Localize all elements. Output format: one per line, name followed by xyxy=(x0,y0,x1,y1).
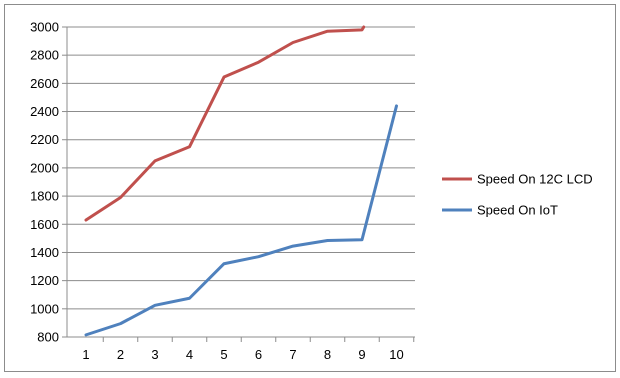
y-tick-label: 2600 xyxy=(30,76,59,91)
x-tick-label: 5 xyxy=(220,347,227,362)
legend: Speed On 12C LCD Speed On IoT xyxy=(442,172,593,218)
y-tick-label: 1400 xyxy=(30,245,59,260)
x-tick-label: 4 xyxy=(186,347,193,362)
x-tick-label: 7 xyxy=(289,347,296,362)
legend-label: Speed On 12C LCD xyxy=(477,172,593,187)
y-tick-label: 3000 xyxy=(30,20,59,35)
series-line-0 xyxy=(84,25,366,222)
y-tick-label: 1600 xyxy=(30,217,59,232)
x-tick-label: 1 xyxy=(82,347,89,362)
legend-label: Speed On IoT xyxy=(477,203,558,218)
x-tick-label: 10 xyxy=(389,347,403,362)
y-tick-labels: 800 1000 1200 1400 1600 1800 2000 2200 2400 2600 2… xyxy=(30,20,59,345)
series-lines xyxy=(84,25,398,337)
x-tick-label: 2 xyxy=(117,347,124,362)
y-tick-label: 1000 xyxy=(30,301,59,316)
x-tick-label: 3 xyxy=(151,347,158,362)
y-tick-label: 1800 xyxy=(30,189,59,204)
x-tick-label: 9 xyxy=(358,347,365,362)
y-tick-label: 2400 xyxy=(30,104,59,119)
y-tick-label: 2200 xyxy=(30,132,59,147)
y-tick-label: 800 xyxy=(37,330,59,345)
y-tick-label: 2800 xyxy=(30,48,59,63)
x-tick-labels: 1 2 3 4 5 6 7 8 9 10 xyxy=(82,347,403,362)
axes xyxy=(62,26,415,342)
y-tick-label: 2000 xyxy=(30,160,59,175)
x-tick-label: 8 xyxy=(324,347,331,362)
x-tick-label: 6 xyxy=(255,347,262,362)
chart-frame xyxy=(4,4,616,372)
y-tick-label: 1200 xyxy=(30,273,59,288)
gridlines xyxy=(67,26,415,310)
series-line-1 xyxy=(84,104,398,337)
